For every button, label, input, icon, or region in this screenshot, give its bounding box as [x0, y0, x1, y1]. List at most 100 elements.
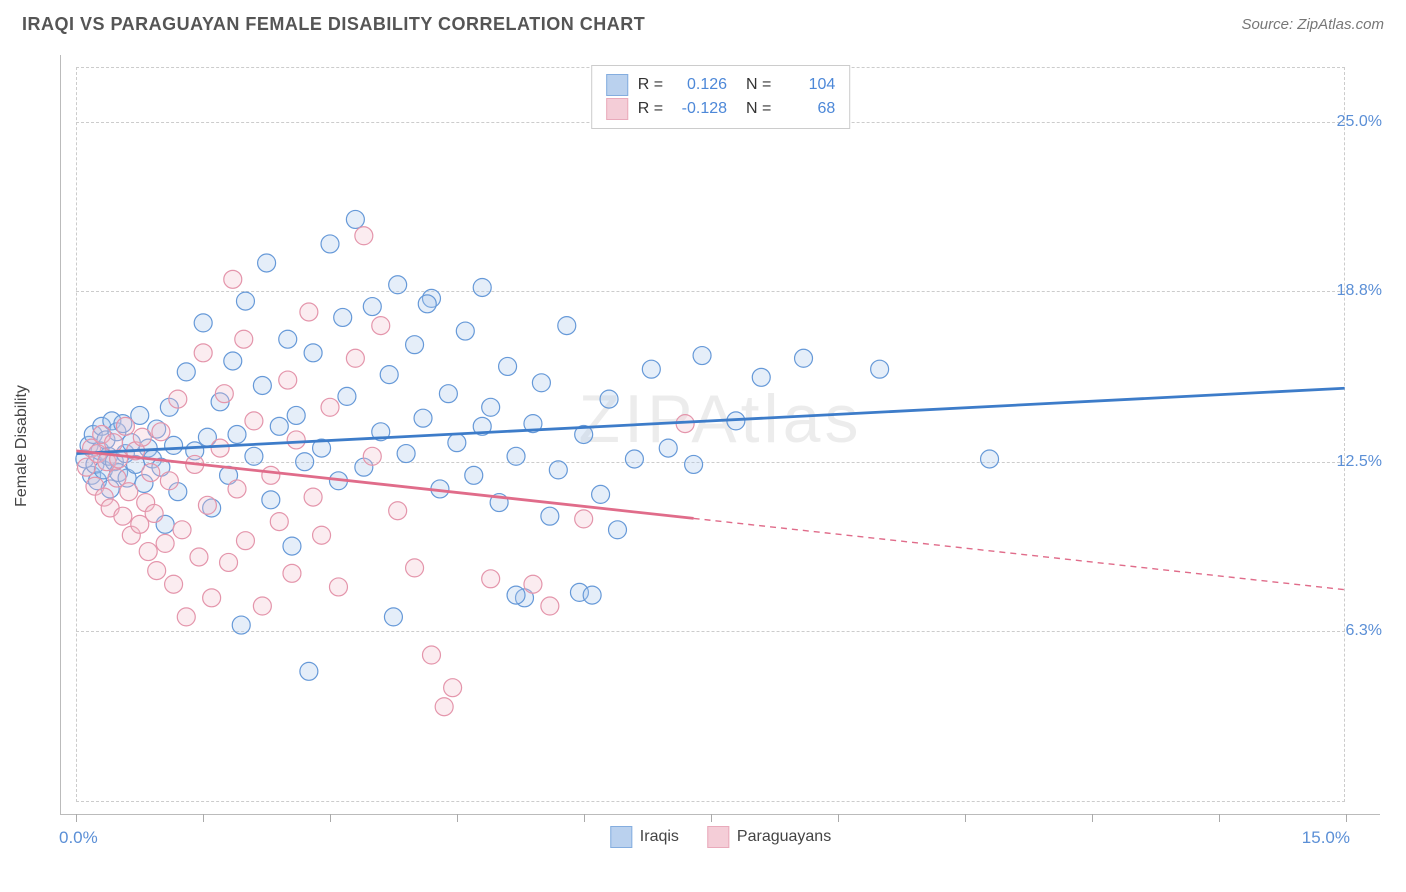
- data-point: [473, 279, 491, 297]
- data-point: [270, 513, 288, 531]
- n-value: 68: [781, 100, 835, 118]
- x-tick: [1219, 814, 1220, 822]
- trend-line-extrapolated: [694, 518, 1345, 589]
- data-point: [397, 445, 415, 463]
- data-point: [685, 455, 703, 473]
- data-point: [338, 387, 356, 405]
- legend-label: Paraguayans: [737, 828, 831, 846]
- data-point: [296, 453, 314, 471]
- data-point: [156, 534, 174, 552]
- data-point: [625, 450, 643, 468]
- data-point: [482, 398, 500, 416]
- data-point: [558, 317, 576, 335]
- r-value: 0.126: [673, 76, 727, 94]
- scatter-svg: [61, 55, 1380, 814]
- data-point: [304, 344, 322, 362]
- data-point: [456, 322, 474, 340]
- n-label: N =: [737, 100, 771, 118]
- x-tick: [330, 814, 331, 822]
- legend-item: Iraqis: [610, 826, 679, 848]
- data-point: [287, 406, 305, 424]
- data-point: [575, 510, 593, 528]
- data-point: [659, 439, 677, 457]
- data-point: [253, 597, 271, 615]
- x-tick: [203, 814, 204, 822]
- data-point: [406, 336, 424, 354]
- data-point: [165, 575, 183, 593]
- data-point: [228, 480, 246, 498]
- data-point: [418, 295, 436, 313]
- legend-stat-row: R =-0.128 N =68: [606, 98, 836, 120]
- data-point: [321, 398, 339, 416]
- data-point: [203, 589, 221, 607]
- data-point: [313, 526, 331, 544]
- data-point: [245, 447, 263, 465]
- data-point: [105, 434, 123, 452]
- data-point: [372, 317, 390, 335]
- data-point: [795, 349, 813, 367]
- legend-label: Iraqis: [640, 828, 679, 846]
- data-point: [524, 575, 542, 593]
- data-point: [148, 562, 166, 580]
- data-point: [245, 412, 263, 430]
- x-tick: [838, 814, 839, 822]
- data-point: [346, 210, 364, 228]
- n-label: N =: [737, 76, 771, 94]
- x-tick: [584, 814, 585, 822]
- legend-swatch: [606, 98, 628, 120]
- data-point: [190, 548, 208, 566]
- data-point: [363, 447, 381, 465]
- data-point: [363, 298, 381, 316]
- data-point: [114, 507, 132, 525]
- data-point: [482, 570, 500, 588]
- data-point: [981, 450, 999, 468]
- data-point: [300, 662, 318, 680]
- legend-stats: R =0.126 N =104R =-0.128 N =68: [591, 65, 851, 129]
- data-point: [133, 428, 151, 446]
- data-point: [262, 491, 280, 509]
- data-point: [283, 564, 301, 582]
- x-tick: [711, 814, 712, 822]
- data-point: [304, 488, 322, 506]
- data-point: [270, 417, 288, 435]
- data-point: [224, 270, 242, 288]
- data-point: [232, 616, 250, 634]
- plot-area: ZIPAtlas 6.3%12.5%18.8%25.0% R =0.126 N …: [60, 55, 1380, 815]
- data-point: [609, 521, 627, 539]
- legend-item: Paraguayans: [707, 826, 831, 848]
- data-point: [253, 377, 271, 395]
- data-point: [406, 559, 424, 577]
- data-point: [549, 461, 567, 479]
- data-point: [600, 390, 618, 408]
- data-point: [165, 436, 183, 454]
- data-point: [258, 254, 276, 272]
- legend-series: Iraqis Paraguayans: [610, 826, 831, 848]
- data-point: [279, 330, 297, 348]
- data-point: [444, 679, 462, 697]
- data-point: [541, 597, 559, 615]
- x-axis-start-label: 0.0%: [59, 828, 98, 848]
- data-point: [139, 543, 157, 561]
- legend-swatch: [606, 74, 628, 96]
- data-point: [380, 366, 398, 384]
- data-point: [262, 466, 280, 484]
- data-point: [532, 374, 550, 392]
- data-point: [177, 608, 195, 626]
- data-point: [236, 532, 254, 550]
- data-point: [169, 390, 187, 408]
- x-tick: [1092, 814, 1093, 822]
- y-axis-label: Female Disability: [13, 385, 31, 507]
- data-point: [384, 608, 402, 626]
- data-point: [224, 352, 242, 370]
- data-point: [194, 314, 212, 332]
- data-point: [389, 502, 407, 520]
- data-point: [152, 423, 170, 441]
- data-point: [145, 504, 163, 522]
- legend-swatch: [707, 826, 729, 848]
- data-point: [693, 347, 711, 365]
- data-point: [228, 426, 246, 444]
- data-point: [300, 303, 318, 321]
- data-point: [236, 292, 254, 310]
- data-point: [583, 586, 601, 604]
- data-point: [871, 360, 889, 378]
